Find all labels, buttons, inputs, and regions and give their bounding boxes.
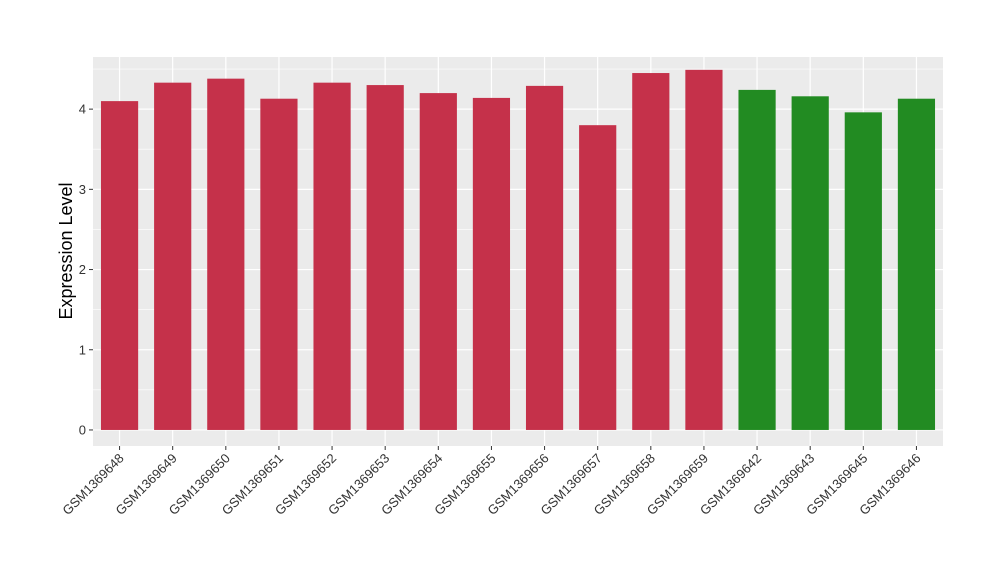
bar-GSM1369645 (844, 112, 882, 430)
bar-GSM1369642 (738, 89, 776, 430)
bar-GSM1369654 (419, 93, 457, 430)
x-axis: GSM1369648GSM1369649GSM1369650GSM1369651… (59, 446, 924, 518)
bar-GSM1369650 (207, 78, 245, 430)
bar-GSM1369656 (525, 85, 564, 430)
bar-GSM1369651 (260, 98, 298, 430)
y-tick-label: 0 (79, 422, 86, 437)
y-tick-label: 3 (79, 182, 86, 197)
y-axis-title: Expression Level (56, 182, 76, 319)
bar-GSM1369659 (685, 69, 723, 430)
bar-GSM1369655 (472, 97, 511, 430)
bar-GSM1369652 (313, 82, 351, 430)
y-tick-label: 4 (79, 102, 86, 117)
y-axis: 0 1 2 3 4 (79, 102, 93, 437)
bars (100, 69, 936, 430)
bar-GSM1369648 (100, 101, 139, 430)
bar-GSM1369657 (579, 125, 617, 430)
bar-GSM1369643 (791, 96, 829, 430)
bar-GSM1369646 (897, 98, 936, 430)
bar-GSM1369653 (366, 85, 404, 430)
bar-GSM1369658 (632, 73, 670, 430)
bar-GSM1369649 (154, 82, 192, 430)
y-tick-label: 2 (79, 262, 86, 277)
y-tick-label: 1 (79, 342, 86, 357)
